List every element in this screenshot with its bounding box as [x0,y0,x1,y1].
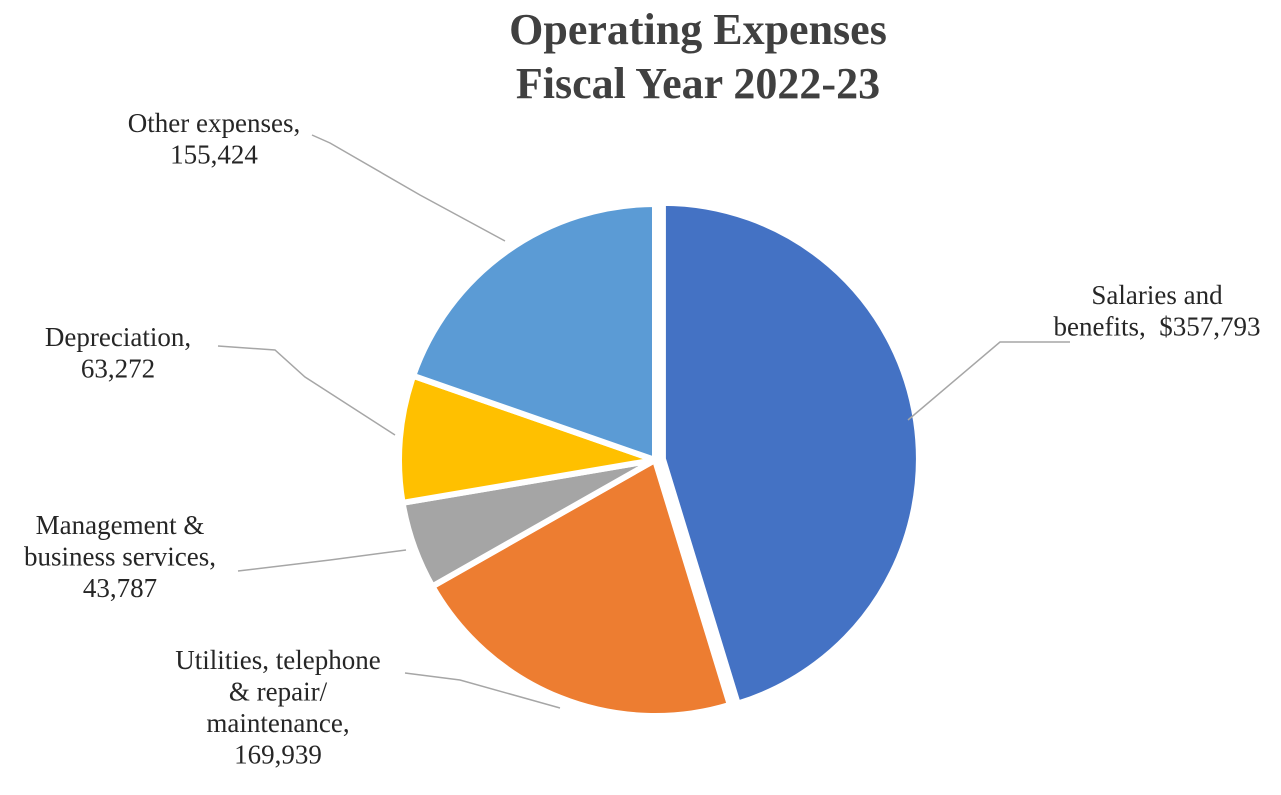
data-label-1-line-2: benefits, $357,793 [1054,312,1261,342]
data-label-3-line-2: business services, [24,542,216,572]
pie-slice-4 [396,372,658,506]
pie-slice-2 [429,457,733,719]
data-label-2-line-1: Utilities, telephone [175,645,380,675]
data-label-2-line-4: 169,939 [234,740,322,770]
leader-line-5 [311,134,506,242]
data-label-5: Other expenses, 155,424 [128,108,300,170]
data-label-1: Salaries and benefits, $357,793 [1054,280,1261,342]
data-label-4-line-2: 63,272 [81,354,155,384]
chart-title-line-1: Operating Expenses [509,5,887,54]
data-label-1-line-1: Salaries and [1091,280,1223,310]
data-label-2: Utilities, telephone & repair/maintenance… [175,645,380,770]
leader-lines [217,134,1070,709]
data-label-5-line-2: 155,424 [170,140,258,170]
data-label-5-line-1: Other expenses, [128,108,300,138]
leader-line-3 [237,549,407,572]
data-label-2-line-2: & repair/ [229,677,328,707]
leader-line-2 [404,672,561,709]
data-label-4-line-1: Depreciation, [45,322,191,352]
data-label-2-line-3: maintenance, [206,708,349,738]
pie-slice-1 [659,199,922,707]
data-labels: Salaries and benefits, $357,793 Utilities,… [24,108,1260,770]
leader-line-4 [217,345,396,436]
pie-slices [396,199,922,719]
data-label-4: Depreciation, 63,272 [45,322,191,384]
pie-slice-5 [410,201,658,463]
leader-line-1 [907,341,1070,421]
data-label-3: Management & business services, 43,787 [24,510,216,603]
data-label-3-line-1: Management & [36,510,205,540]
data-label-3-line-3: 43,787 [83,573,157,603]
chart-title-line-2: Fiscal Year 2022-23 [516,59,880,108]
